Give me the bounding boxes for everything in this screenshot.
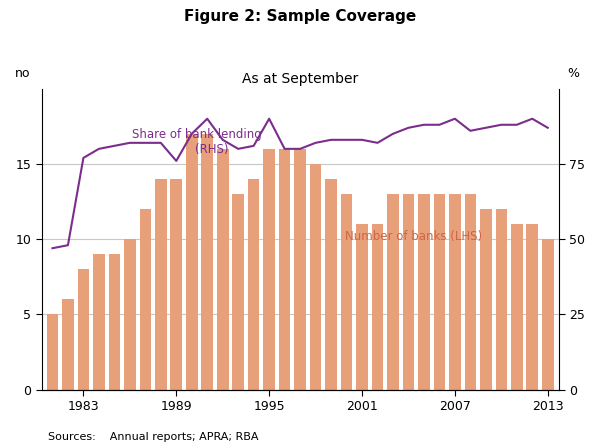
Bar xyxy=(263,149,275,390)
Bar xyxy=(542,239,554,390)
Text: %: % xyxy=(567,67,579,80)
Bar xyxy=(449,194,461,390)
Bar xyxy=(186,134,197,390)
Bar xyxy=(371,224,383,390)
Text: Share of bank lending
        (RHS): Share of bank lending (RHS) xyxy=(132,128,262,156)
Text: Sources:    Annual reports; APRA; RBA: Sources: Annual reports; APRA; RBA xyxy=(48,432,259,442)
Text: no: no xyxy=(15,67,31,80)
Bar xyxy=(496,209,507,390)
Bar xyxy=(77,269,89,390)
Bar xyxy=(93,254,104,390)
Bar xyxy=(140,209,151,390)
Bar xyxy=(464,194,476,390)
Bar xyxy=(434,194,445,390)
Bar xyxy=(418,194,430,390)
Bar xyxy=(62,299,74,390)
Bar xyxy=(202,134,213,390)
Bar xyxy=(47,314,58,390)
Bar xyxy=(232,194,244,390)
Bar xyxy=(294,149,306,390)
Bar xyxy=(155,179,167,390)
Text: Number of banks (LHS): Number of banks (LHS) xyxy=(345,230,482,243)
Bar xyxy=(511,224,523,390)
Text: Figure 2: Sample Coverage: Figure 2: Sample Coverage xyxy=(184,9,416,24)
Bar xyxy=(341,194,352,390)
Bar xyxy=(325,179,337,390)
Bar xyxy=(480,209,491,390)
Bar xyxy=(279,149,290,390)
Bar xyxy=(356,224,368,390)
Bar xyxy=(248,179,259,390)
Bar xyxy=(526,224,538,390)
Bar xyxy=(387,194,399,390)
Bar xyxy=(170,179,182,390)
Bar xyxy=(124,239,136,390)
Bar xyxy=(403,194,414,390)
Bar xyxy=(217,149,229,390)
Bar xyxy=(310,164,322,390)
Title: As at September: As at September xyxy=(242,72,358,86)
Bar xyxy=(109,254,120,390)
